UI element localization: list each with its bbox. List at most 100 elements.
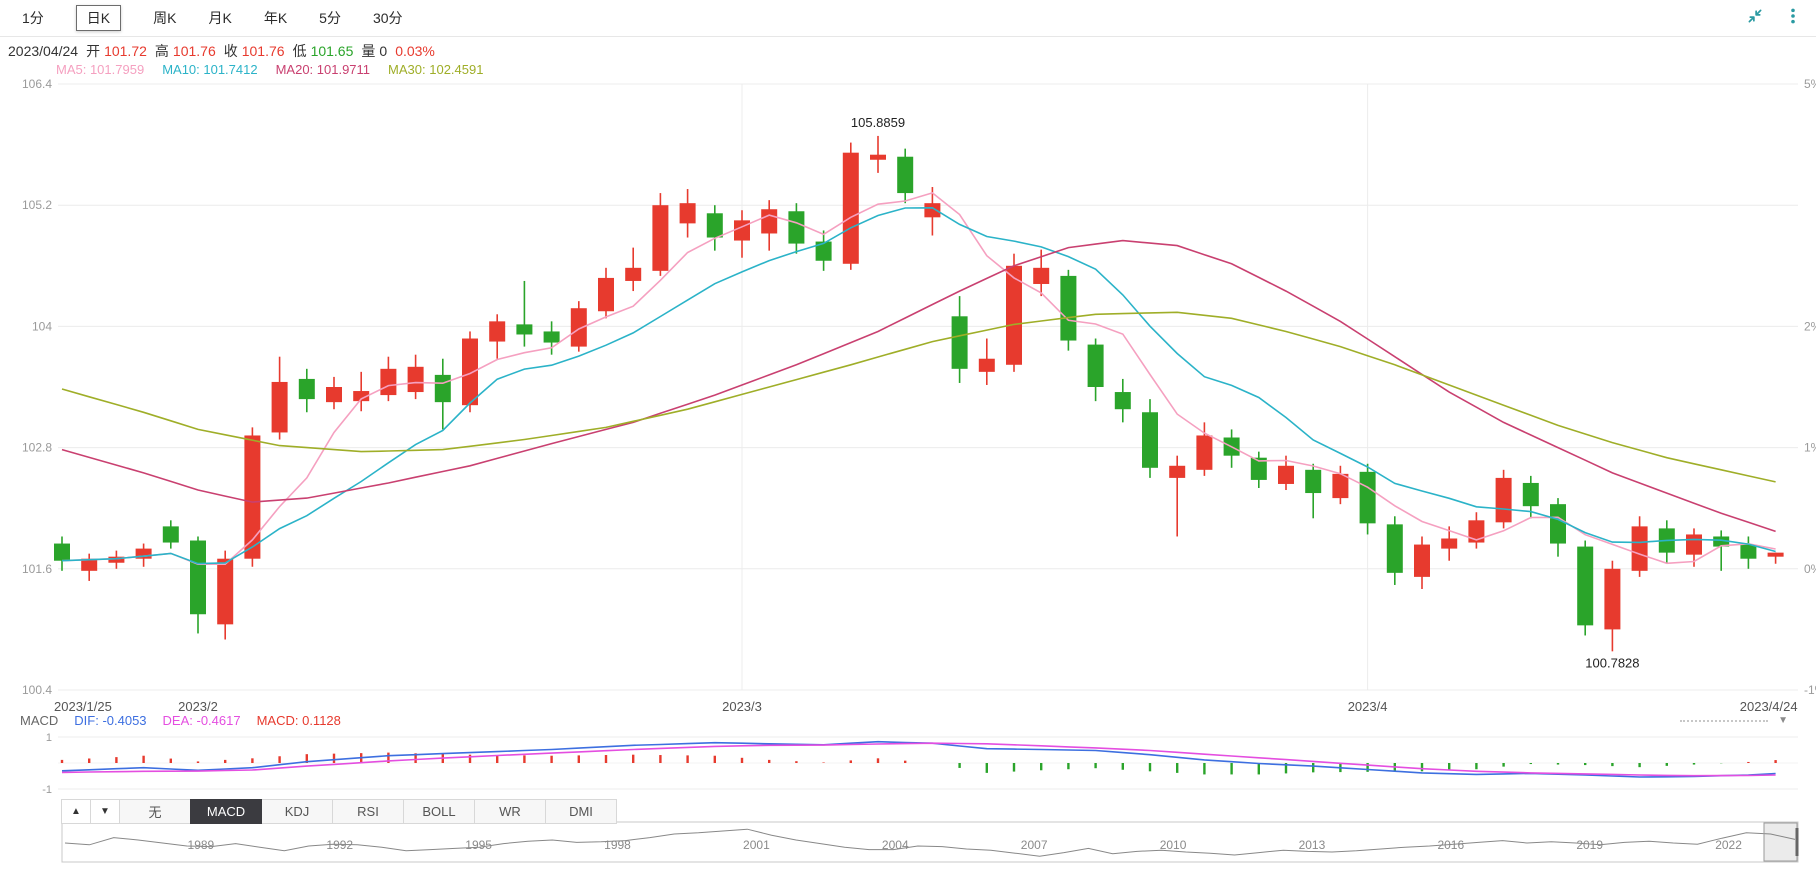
- candle: [271, 381, 288, 433]
- percent-axis-label: 1%: [1804, 441, 1816, 455]
- macd-panel[interactable]: 1 -1: [42, 732, 1798, 796]
- candle: [353, 391, 370, 402]
- toolbar-icons: [1746, 7, 1802, 25]
- period-tab-1分[interactable]: 1分: [22, 10, 44, 26]
- percent-axis-label: 0%: [1804, 562, 1816, 576]
- candle: [897, 156, 914, 194]
- indicator-tab-无[interactable]: 无: [119, 799, 191, 824]
- indicator-tab-RSI[interactable]: RSI: [332, 799, 404, 824]
- candle: [1359, 471, 1376, 524]
- indicator-tab-BOLL[interactable]: BOLL: [403, 799, 475, 824]
- period-tab-日K[interactable]: 日K: [75, 5, 122, 31]
- candle: [326, 387, 342, 403]
- timeline-navigator[interactable]: 1989 1992 1995 1998 2001 2004 2007 2010 2013 2016…: [61, 821, 1799, 863]
- navigator-sparkline: [64, 828, 1796, 857]
- ohlc-field: 高 101.76: [155, 41, 216, 61]
- indicator-tab-KDJ[interactable]: KDJ: [261, 799, 333, 824]
- candle: [951, 316, 968, 369]
- navigator-year-label: 1992: [326, 838, 353, 852]
- ohlc-field-value: 101.76: [172, 43, 216, 59]
- candle: [298, 378, 315, 400]
- candle: [1169, 465, 1186, 478]
- candle: [1060, 275, 1077, 341]
- candle: [1686, 534, 1702, 555]
- candle: [1305, 469, 1322, 494]
- indicator-tab-WR[interactable]: WR: [474, 799, 546, 824]
- navigator-brush[interactable]: [1763, 822, 1798, 862]
- candle: [81, 558, 98, 571]
- indicator-scroll-down-button[interactable]: ▼: [90, 799, 120, 824]
- candle: [1631, 526, 1648, 571]
- ohlc-field: 收 101.76: [224, 41, 285, 61]
- navigator-year-label: 2013: [1299, 838, 1326, 852]
- period-tab-30分[interactable]: 30分: [372, 10, 403, 26]
- candle: [190, 540, 206, 615]
- navigator-year-label: 2010: [1160, 838, 1187, 852]
- indicator-panel-resize-handle[interactable]: ▼: [1680, 716, 1788, 726]
- candle: [217, 558, 234, 625]
- ma-legend-item-ma5: MA5: 101.7959: [56, 62, 145, 77]
- candle: [842, 152, 859, 264]
- ohlc-info-bar: 2023/04/24 开 101.72 高 101.76 收 101.76 低 101.65 量…: [8, 41, 435, 61]
- candle: [1332, 473, 1349, 499]
- candle: [625, 267, 642, 281]
- navigator-year-label: 2016: [1437, 838, 1464, 852]
- candle: [788, 211, 805, 244]
- period-tab-年K[interactable]: 年K: [263, 10, 288, 26]
- candle: [1713, 536, 1730, 547]
- drag-dots-icon: [1680, 720, 1769, 722]
- navigator-year-label: 1998: [604, 838, 631, 852]
- more-options-icon[interactable]: [1784, 7, 1802, 25]
- collapse-chart-icon[interactable]: [1746, 7, 1764, 25]
- candle: [543, 331, 560, 343]
- period-toolbar: 1分 日K 周K 月K 年K 5分 30分: [0, 0, 1816, 37]
- candle: [706, 213, 723, 238]
- percent-axis-label: 5%: [1804, 77, 1816, 91]
- panel-collapse-icon[interactable]: ▼: [1778, 715, 1788, 726]
- candle: [516, 324, 533, 335]
- navigator-year-label: 2019: [1576, 838, 1603, 852]
- period-tab-5分[interactable]: 5分: [319, 10, 341, 26]
- candle: [135, 548, 152, 559]
- price-axis-label: 101.6: [22, 562, 52, 576]
- candle: [244, 435, 261, 559]
- candle: [924, 203, 941, 218]
- candle: [1278, 465, 1294, 484]
- candle: [434, 374, 451, 403]
- date-axis-label: 2023/3: [722, 699, 762, 714]
- extreme-price-annotation: 100.7828: [1585, 655, 1639, 670]
- ma-legend-item-ma30: MA30: 102.4591: [388, 62, 484, 77]
- period-tab-月K[interactable]: 月K: [208, 10, 232, 26]
- ohlc-field-value: 0.03%: [395, 43, 435, 59]
- date-axis-label: 2023/4/24: [1740, 699, 1798, 714]
- indicator-scroll-up-button[interactable]: ▲: [61, 799, 91, 824]
- indicator-tab-DMI[interactable]: DMI: [545, 799, 617, 824]
- ma-legend-item-ma10: MA10: 101.7412: [162, 62, 258, 77]
- date-axis: 2023/1/25 2023/2 2023/3 2023/4 2023/4/24: [54, 699, 1798, 714]
- ma10-line: [61, 206, 1776, 565]
- ohlc-field: 开 101.72: [86, 41, 147, 61]
- candle: [679, 203, 696, 224]
- price-axis-label: 106.4: [22, 77, 52, 91]
- candle: [1468, 520, 1485, 543]
- ohlc-field-value: 0: [379, 43, 388, 59]
- indicator-tab-MACD[interactable]: MACD: [190, 799, 262, 824]
- ohlc-field-value: 101.72: [104, 43, 147, 59]
- navigator-year-label: 2004: [882, 838, 909, 852]
- dea-line: [61, 742, 1776, 777]
- period-tab-周K[interactable]: 周K: [153, 10, 177, 26]
- date-axis-label: 2023/4: [1348, 699, 1388, 714]
- ma30-line: [61, 311, 1776, 483]
- ohlc-field-label: 开: [86, 43, 101, 59]
- quote-date: 2023/04/24: [8, 43, 79, 59]
- ma5-line: [61, 192, 1776, 565]
- candle: [761, 209, 778, 234]
- navigator-year-label: 1989: [188, 838, 215, 852]
- ma-legend-item-ma20: MA20: 101.9711: [275, 62, 371, 77]
- indicator-tabs: ▲ ▼ 无 MACD KDJ RSI BOLL WR DMI: [61, 799, 617, 824]
- candle: [1577, 546, 1594, 626]
- candle: [462, 338, 478, 406]
- candle: [1441, 538, 1458, 549]
